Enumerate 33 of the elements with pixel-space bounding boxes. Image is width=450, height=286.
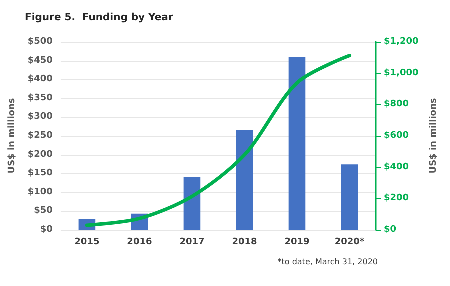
x-tick-label: 2019	[284, 238, 310, 248]
y-tick-label: $100	[28, 187, 53, 198]
y-tick-label: $300	[28, 112, 53, 122]
y-tick-label: $400	[28, 74, 53, 85]
y2-axis-title: US$ in millions	[429, 98, 440, 174]
y-tick-label: $250	[28, 131, 53, 141]
y2-tick-label: $1,200	[384, 37, 419, 47]
bar	[288, 57, 306, 230]
x-tick-label: 2016	[127, 238, 152, 248]
y-tick-label: $0	[40, 225, 53, 235]
y2-tick-label: $1,000	[384, 68, 419, 78]
y-tick-label: $500	[28, 37, 53, 47]
bar	[341, 164, 358, 230]
y2-tick-label: $200	[384, 194, 410, 204]
y-tick-label: $350	[28, 93, 53, 104]
line-series	[85, 54, 352, 228]
text: *to date, March 31, 2020	[278, 258, 378, 266]
y-tick-label: $450	[28, 56, 53, 66]
x-tick-label: 2017	[180, 238, 205, 248]
y2-tick-label: $0	[384, 225, 397, 235]
chart-title: Figure 5. Funding by Year	[25, 12, 174, 24]
y-tick-label: $200	[28, 150, 53, 160]
y-tick-label: $150	[28, 168, 53, 179]
x-tick-label: 2018	[232, 238, 258, 248]
bar	[236, 130, 254, 230]
y2-tick-label: $600	[384, 131, 410, 141]
x-tick-label: 2020*	[334, 238, 365, 248]
bar	[184, 176, 201, 230]
x-tick-label: 2015	[74, 238, 100, 248]
y-tick-label: $50	[34, 206, 53, 216]
y2-tick-label: $800	[384, 100, 410, 110]
y-axis-title: US$ in millions	[8, 98, 18, 174]
y2-tick-label: $400	[384, 162, 410, 172]
